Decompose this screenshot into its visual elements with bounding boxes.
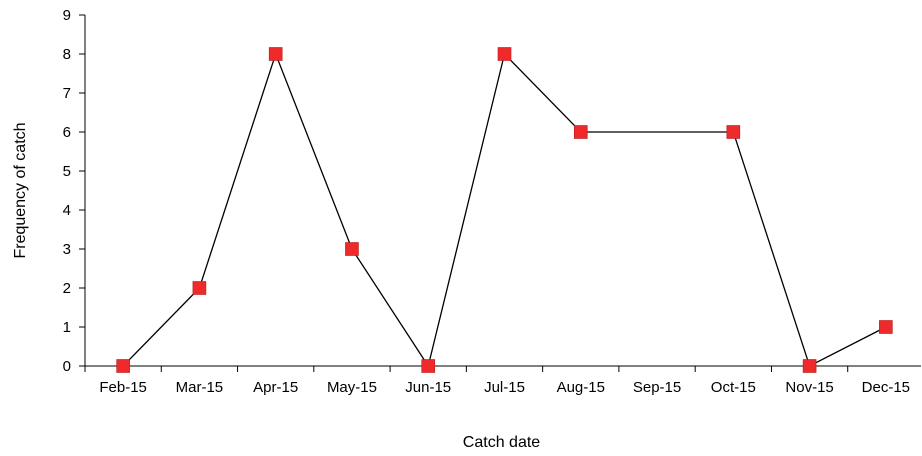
series-line: [122, 52, 887, 368]
y-tick-label: 7: [63, 85, 71, 102]
y-tick-label: 8: [63, 46, 71, 63]
y-tick-label: 2: [63, 280, 71, 297]
y-axis-title: Frequency of catch: [12, 122, 29, 258]
data-point-marker: [268, 47, 283, 61]
y-tick-label: 6: [63, 124, 71, 141]
x-tick-label: Dec-15: [862, 379, 910, 396]
y-tick-label: 0: [63, 358, 71, 375]
x-axis-title: Catch date: [463, 434, 540, 451]
x-tick-label: Sep-15: [633, 379, 681, 396]
y-tick-label: 1: [63, 319, 71, 336]
x-tick-label: Jul-15: [484, 379, 525, 396]
data-point-marker: [573, 125, 588, 139]
y-ticks: 0 1 2 3 4 5 6 7 8 9: [63, 7, 85, 375]
x-tick-label: Oct-15: [711, 379, 756, 396]
x-tick-label: Apr-15: [253, 379, 298, 396]
data-point-marker: [345, 242, 359, 256]
y-tick-label: 4: [63, 202, 71, 219]
data-point-marker: [116, 359, 130, 373]
axes: [84, 15, 921, 367]
x-tick-label: Mar-15: [176, 379, 224, 396]
y-tick-label: 9: [63, 7, 71, 24]
series: [116, 47, 893, 373]
y-tick-label: 3: [63, 241, 71, 258]
x-tick-label: Aug-15: [557, 379, 605, 396]
data-point-marker: [497, 47, 512, 61]
x-tick-label: Nov-15: [785, 379, 833, 396]
data-point-marker: [879, 320, 893, 334]
data-point-marker: [192, 281, 207, 295]
x-tick-label: Feb-15: [99, 379, 147, 396]
data-point-marker: [421, 359, 436, 373]
y-tick-label: 5: [63, 163, 71, 180]
data-point-marker: [802, 359, 817, 373]
x-ticks: Feb-15 Mar-15 Apr-15 May-15 Jun-15 Jul-15 Aug-…: [84, 366, 910, 396]
x-tick-label: Jun-15: [405, 379, 451, 396]
data-point-marker: [726, 125, 741, 139]
x-tick-label: May-15: [327, 379, 377, 396]
